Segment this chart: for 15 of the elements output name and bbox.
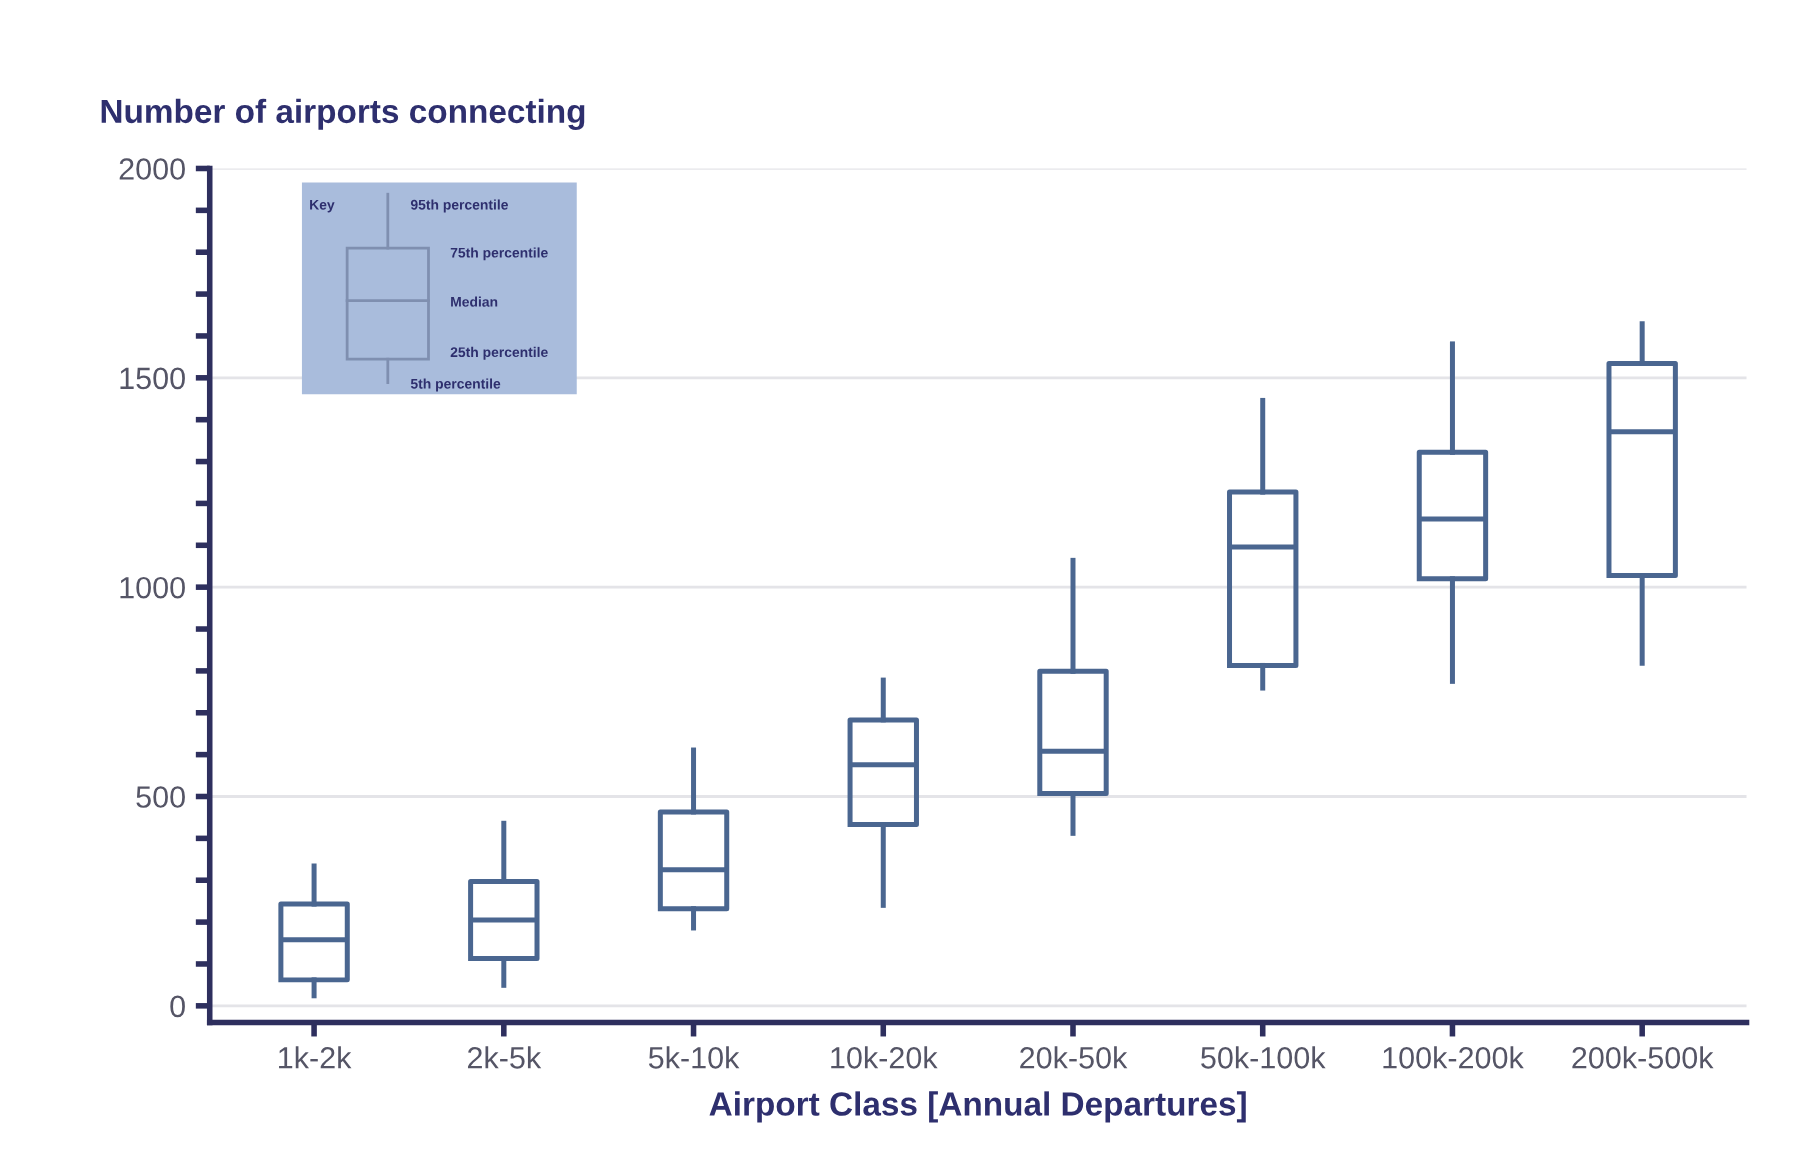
y-tick-label: 0	[170, 995, 185, 1018]
y-tick-label: 500	[136, 786, 185, 808]
x-tick-label: 2k-5k	[467, 1046, 542, 1069]
x-axis-title: Airport Class [Annual Departures]	[709, 1091, 1246, 1123]
y-tick-label: 1500	[120, 367, 185, 390]
x-tick-label: 10k-20k	[831, 1046, 938, 1069]
x-tick-label: 20k-50k	[1020, 1046, 1128, 1069]
x-tick-label: 1k-2k	[279, 1046, 352, 1069]
x-tick-label: 50k-100k	[1201, 1046, 1326, 1069]
x-tick-label: 5k-10k	[648, 1046, 740, 1069]
x-tick-label: 200k-500k	[1572, 1046, 1714, 1069]
y-tick-label: 2000	[119, 158, 185, 180]
x-tick-label: 100k-200k	[1383, 1046, 1524, 1069]
y-tick-label: 1000	[120, 576, 185, 599]
y-axis-title: Number of airports connecting	[101, 98, 585, 130]
